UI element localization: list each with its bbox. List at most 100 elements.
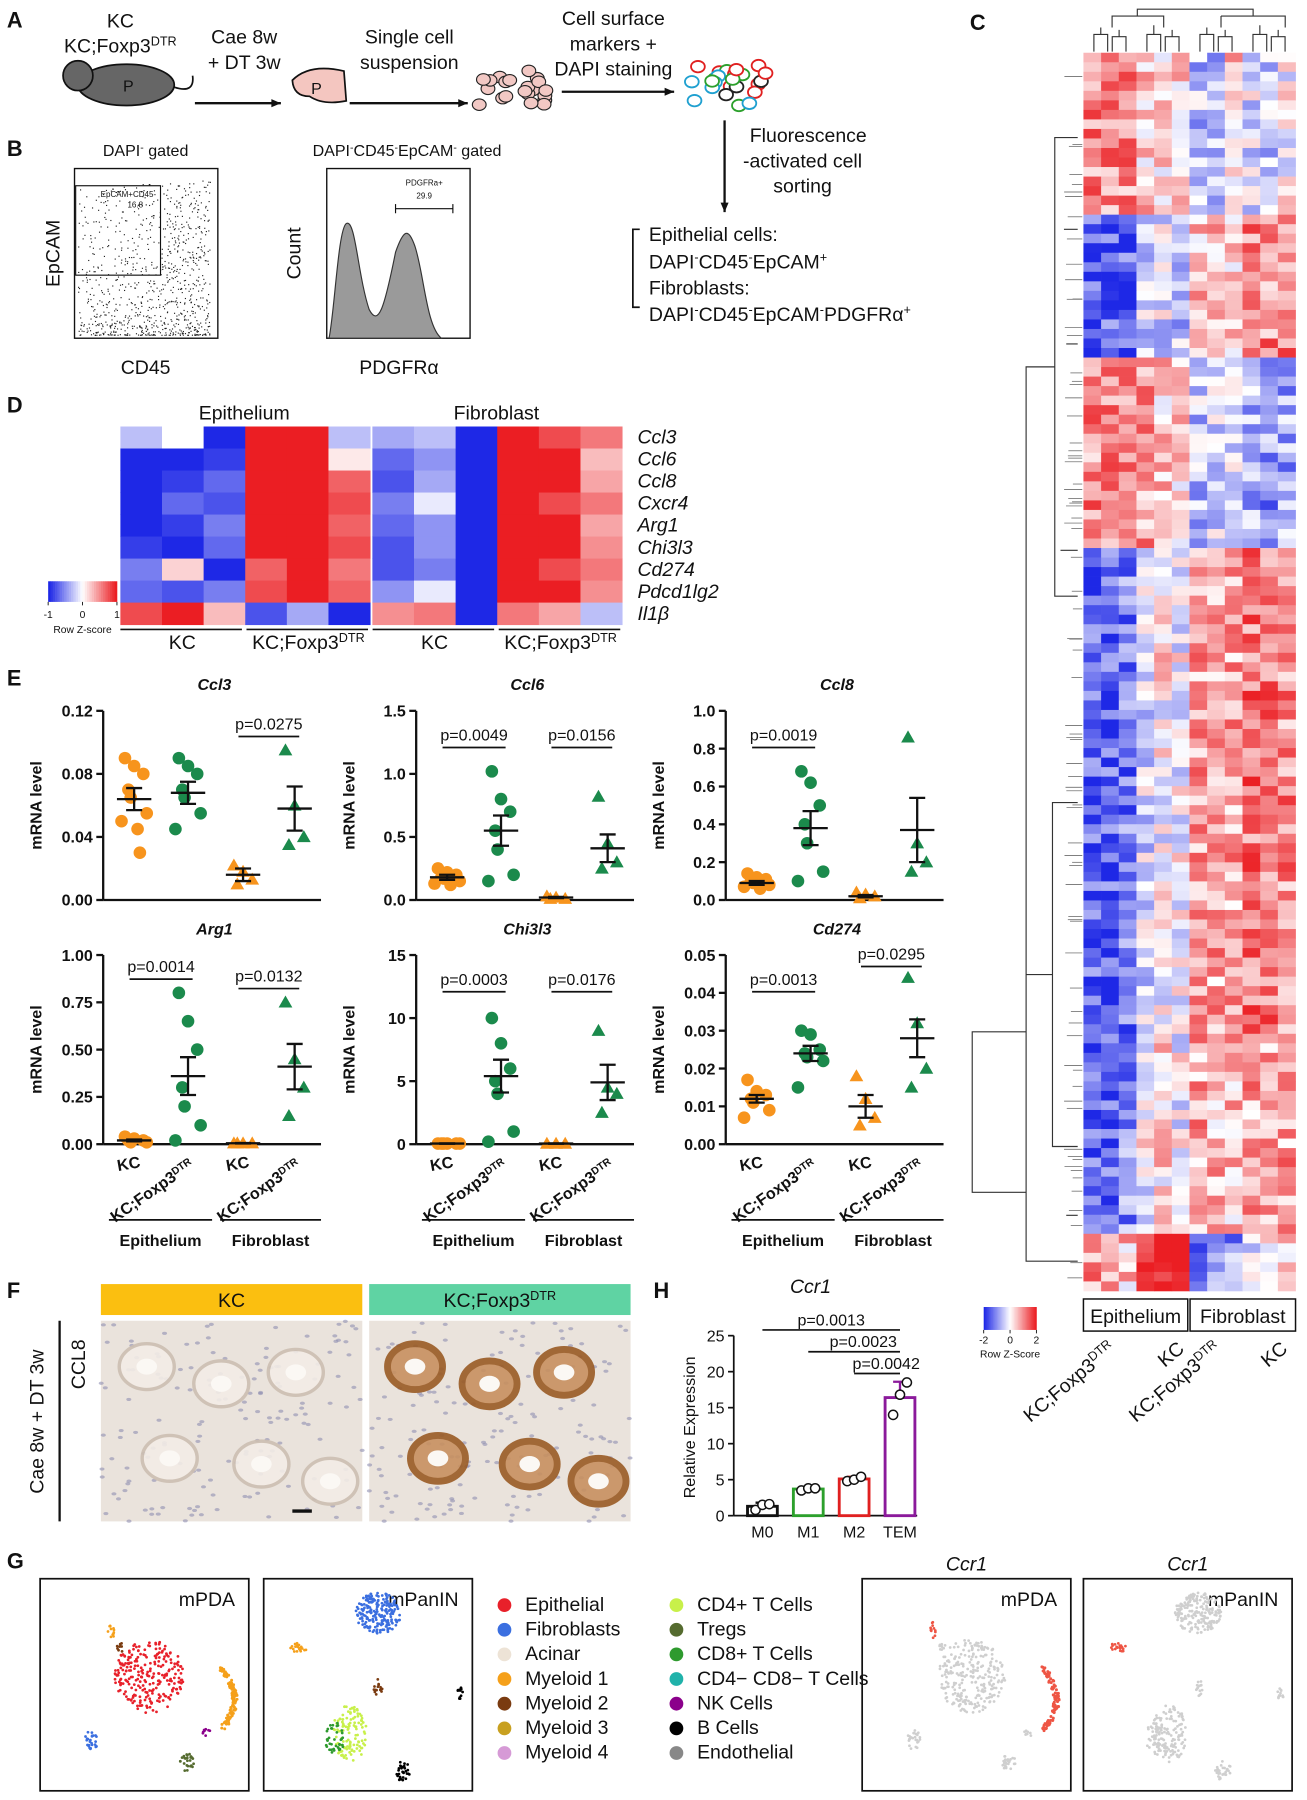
heatmap-cell: [1083, 367, 1102, 377]
umap-cell: [114, 1669, 117, 1672]
event-dot: [148, 183, 150, 186]
axis-label: Count: [283, 227, 305, 280]
heatmap-cell: [1154, 338, 1173, 349]
event-dot: [137, 308, 140, 310]
umap-cell: [360, 1726, 364, 1729]
event-dot: [185, 239, 187, 241]
event-dot: [198, 306, 200, 308]
heatmap-cell: [1224, 490, 1243, 501]
y-tick-label: 1.0: [693, 703, 715, 721]
umap-cell: [940, 1674, 944, 1678]
event-dot: [170, 220, 172, 222]
heatmap-cell: [1277, 1243, 1296, 1254]
gene-label: Cxcr4: [637, 493, 688, 515]
axis-label: PDGFRα: [359, 357, 438, 379]
umap-cell: [979, 1654, 983, 1658]
event-dot: [163, 321, 165, 324]
heatmap-cell: [1260, 719, 1279, 730]
heatmap-cell: [1189, 1090, 1208, 1101]
heatmap-cell: [1101, 1129, 1120, 1139]
event-dot: [187, 251, 189, 253]
column-label: KC: [1257, 1338, 1292, 1372]
heatmap-cell: [1224, 376, 1243, 387]
nucleus: [411, 1429, 417, 1433]
heatmap-cell: [1171, 690, 1190, 701]
heatmap-cell: [1083, 128, 1102, 139]
event-dot: [188, 328, 190, 330]
event-dot: [173, 203, 176, 205]
nucleus: [126, 1397, 132, 1402]
colorbar-cell: [1021, 1307, 1024, 1330]
heatmap-cell: [1260, 709, 1279, 720]
heatmap-cell: [1224, 109, 1243, 120]
umap-cell: [140, 1704, 144, 1707]
umap-cell: [931, 1636, 935, 1640]
heatmap-cell: [1189, 119, 1208, 130]
heatmap-cell: [1083, 995, 1102, 1006]
heatmap-cell: [1189, 271, 1208, 282]
heatmap-cell: [1154, 443, 1173, 454]
heatmap-cell: [1171, 224, 1190, 235]
heatmap-cell: [1083, 900, 1102, 911]
heatmap-cell: [1260, 681, 1279, 692]
heatmap-cell: [1189, 957, 1208, 968]
heatmap-cell: [1260, 1081, 1279, 1092]
heatmap-cell: [1171, 786, 1190, 797]
event-dot: [87, 222, 89, 224]
umap-cell: [373, 1690, 377, 1694]
heatmap-cell: [1260, 767, 1279, 777]
heatmap-cell: [1118, 90, 1137, 101]
nucleus: [411, 1330, 417, 1335]
umap-label: mPDA: [179, 1589, 235, 1611]
umap-cell: [228, 1711, 232, 1715]
heatmap-cell: [203, 536, 246, 560]
heatmap-cell: [1260, 433, 1279, 444]
umap-cell: [120, 1662, 124, 1666]
event-dot: [134, 315, 136, 317]
nucleus: [327, 1350, 333, 1354]
heatmap-cell: [1260, 1157, 1279, 1168]
heatmap-cell: [1277, 1081, 1296, 1092]
event-dot: [124, 189, 127, 191]
heatmap-cell: [1171, 890, 1190, 901]
heatmap-cell: [1101, 348, 1120, 358]
heatmap-cell: [1242, 1271, 1261, 1282]
event-dot: [191, 268, 193, 270]
heatmap-cell: [1118, 1148, 1137, 1158]
event-dot: [172, 332, 174, 334]
heatmap-cell: [1154, 1071, 1173, 1082]
heatmap-cell: [1224, 357, 1243, 368]
heatmap-cell: [1101, 376, 1120, 387]
event-dot: [136, 284, 138, 286]
heatmap-cell: [1136, 462, 1155, 473]
umap-cell: [953, 1657, 956, 1660]
heatmap-cell: [1083, 728, 1102, 739]
heatmap-cell: [1101, 395, 1120, 406]
event-dot: [166, 213, 169, 215]
heatmap-cell: [1118, 786, 1137, 797]
heatmap-cell: [1189, 767, 1208, 777]
event-dot: [115, 323, 117, 325]
heatmap-cell: [1242, 357, 1261, 368]
umap-cell: [384, 1609, 388, 1612]
step-text: -activated cell: [743, 150, 862, 172]
umap-cell: [995, 1673, 999, 1677]
heatmap-cell: [1154, 957, 1173, 968]
heatmap-cell: [1260, 176, 1279, 187]
heatmap-cell: [1277, 233, 1296, 244]
heatmap-cell: [1224, 643, 1243, 654]
heatmap-cell: [497, 580, 540, 604]
event-dot: [89, 270, 91, 272]
event-dot: [104, 201, 107, 203]
heatmap-cell: [1136, 357, 1155, 368]
event-dot: [125, 315, 127, 317]
heatmap-cell: [1260, 309, 1279, 320]
heatmap-cell: [1277, 900, 1296, 911]
nucleus: [247, 1495, 253, 1499]
event-dot: [130, 273, 132, 275]
event-dot: [82, 238, 84, 240]
event-dot: [121, 247, 123, 249]
heatmap-cell: [1101, 948, 1120, 958]
heatmap-cell: [1224, 500, 1243, 511]
heatmap-cell: [245, 536, 288, 560]
